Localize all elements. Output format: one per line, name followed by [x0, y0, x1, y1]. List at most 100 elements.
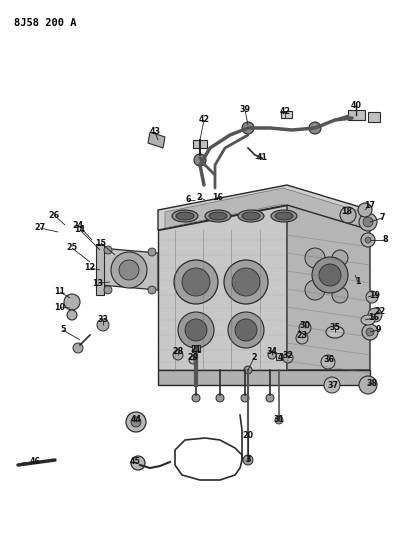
Circle shape	[232, 268, 260, 296]
Text: 19: 19	[369, 290, 381, 300]
Text: 46: 46	[30, 457, 41, 466]
Text: 13: 13	[93, 279, 103, 287]
Text: 22: 22	[375, 308, 386, 317]
Polygon shape	[100, 248, 158, 290]
Text: 30: 30	[300, 320, 310, 329]
Circle shape	[73, 343, 83, 353]
Circle shape	[104, 246, 112, 254]
Text: 16: 16	[369, 313, 379, 322]
Circle shape	[299, 322, 311, 334]
Ellipse shape	[238, 210, 264, 222]
Text: 2: 2	[196, 192, 202, 201]
Circle shape	[340, 207, 356, 223]
Circle shape	[332, 250, 348, 266]
Circle shape	[228, 312, 264, 348]
Ellipse shape	[326, 326, 344, 338]
Text: 28: 28	[172, 348, 184, 357]
Polygon shape	[368, 112, 380, 122]
Circle shape	[363, 217, 373, 227]
Polygon shape	[165, 188, 362, 228]
Text: 3: 3	[245, 456, 251, 464]
Circle shape	[358, 203, 372, 217]
Circle shape	[312, 257, 348, 293]
Circle shape	[359, 213, 377, 231]
Text: 40: 40	[350, 101, 361, 109]
Text: 45: 45	[130, 457, 140, 466]
Circle shape	[131, 456, 145, 470]
Text: 4: 4	[277, 353, 283, 362]
Circle shape	[126, 412, 146, 432]
Circle shape	[216, 394, 224, 402]
Circle shape	[241, 394, 249, 402]
Text: 14: 14	[75, 225, 85, 235]
Text: 9: 9	[375, 326, 381, 335]
Text: 11: 11	[55, 287, 65, 296]
Circle shape	[174, 260, 218, 304]
Circle shape	[194, 154, 206, 166]
Circle shape	[97, 319, 109, 331]
Circle shape	[268, 351, 276, 359]
Text: 25: 25	[67, 244, 77, 253]
Text: 24: 24	[73, 221, 83, 230]
Text: 31: 31	[273, 416, 284, 424]
Polygon shape	[158, 185, 370, 230]
Ellipse shape	[271, 210, 297, 222]
Text: 21: 21	[190, 345, 202, 354]
Text: 8: 8	[382, 236, 388, 245]
Ellipse shape	[361, 315, 375, 325]
Text: 29: 29	[187, 352, 198, 361]
Ellipse shape	[176, 212, 194, 220]
Polygon shape	[192, 345, 200, 352]
Circle shape	[366, 291, 378, 303]
Text: 1: 1	[355, 278, 361, 287]
Circle shape	[192, 394, 200, 402]
Text: 33: 33	[97, 316, 109, 325]
Text: 6: 6	[185, 196, 191, 205]
Ellipse shape	[205, 210, 231, 222]
Circle shape	[64, 294, 80, 310]
Circle shape	[178, 312, 214, 348]
Circle shape	[362, 324, 378, 340]
Circle shape	[173, 350, 183, 360]
Text: 42: 42	[198, 116, 210, 125]
Text: 41: 41	[257, 154, 267, 163]
Circle shape	[243, 455, 253, 465]
Circle shape	[104, 286, 112, 294]
Circle shape	[182, 268, 210, 296]
Circle shape	[224, 260, 268, 304]
Text: 5: 5	[60, 326, 66, 335]
Circle shape	[296, 332, 308, 344]
Circle shape	[305, 280, 325, 300]
Circle shape	[324, 377, 340, 393]
Text: 8J58 200 A: 8J58 200 A	[14, 18, 77, 28]
Text: 44: 44	[130, 416, 142, 424]
Text: 16: 16	[213, 192, 223, 201]
Circle shape	[189, 356, 197, 364]
Circle shape	[185, 319, 207, 341]
Text: 26: 26	[49, 211, 60, 220]
Circle shape	[319, 264, 341, 286]
Polygon shape	[193, 140, 207, 148]
Circle shape	[235, 319, 257, 341]
Text: 15: 15	[95, 238, 107, 247]
Ellipse shape	[172, 210, 198, 222]
Ellipse shape	[275, 212, 293, 220]
Text: 39: 39	[239, 106, 251, 115]
Circle shape	[283, 353, 293, 363]
Text: 37: 37	[328, 381, 338, 390]
Circle shape	[148, 248, 156, 256]
Text: 23: 23	[296, 330, 308, 340]
Circle shape	[242, 122, 254, 134]
Circle shape	[131, 417, 141, 427]
Polygon shape	[348, 110, 365, 120]
Polygon shape	[287, 205, 370, 370]
Circle shape	[368, 308, 382, 322]
Ellipse shape	[242, 212, 260, 220]
Text: 42: 42	[279, 108, 291, 117]
Circle shape	[332, 287, 348, 303]
Text: 12: 12	[85, 263, 95, 272]
Text: 43: 43	[150, 127, 160, 136]
Text: 7: 7	[379, 214, 385, 222]
Circle shape	[309, 122, 321, 134]
Text: 36: 36	[324, 356, 334, 365]
